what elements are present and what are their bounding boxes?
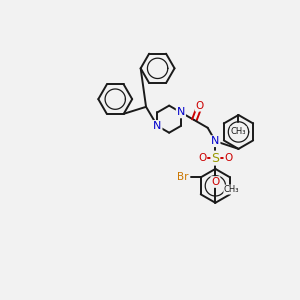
Text: N: N [177,107,185,117]
Text: O: O [211,177,220,187]
Text: Br: Br [177,172,189,182]
Text: O: O [224,153,232,163]
Text: N: N [211,136,220,146]
Text: CH₃: CH₃ [224,185,239,194]
Text: CH₃: CH₃ [231,127,246,136]
Text: O: O [196,101,204,111]
Text: O: O [198,153,206,163]
Text: N: N [153,121,162,131]
Text: S: S [212,152,219,165]
